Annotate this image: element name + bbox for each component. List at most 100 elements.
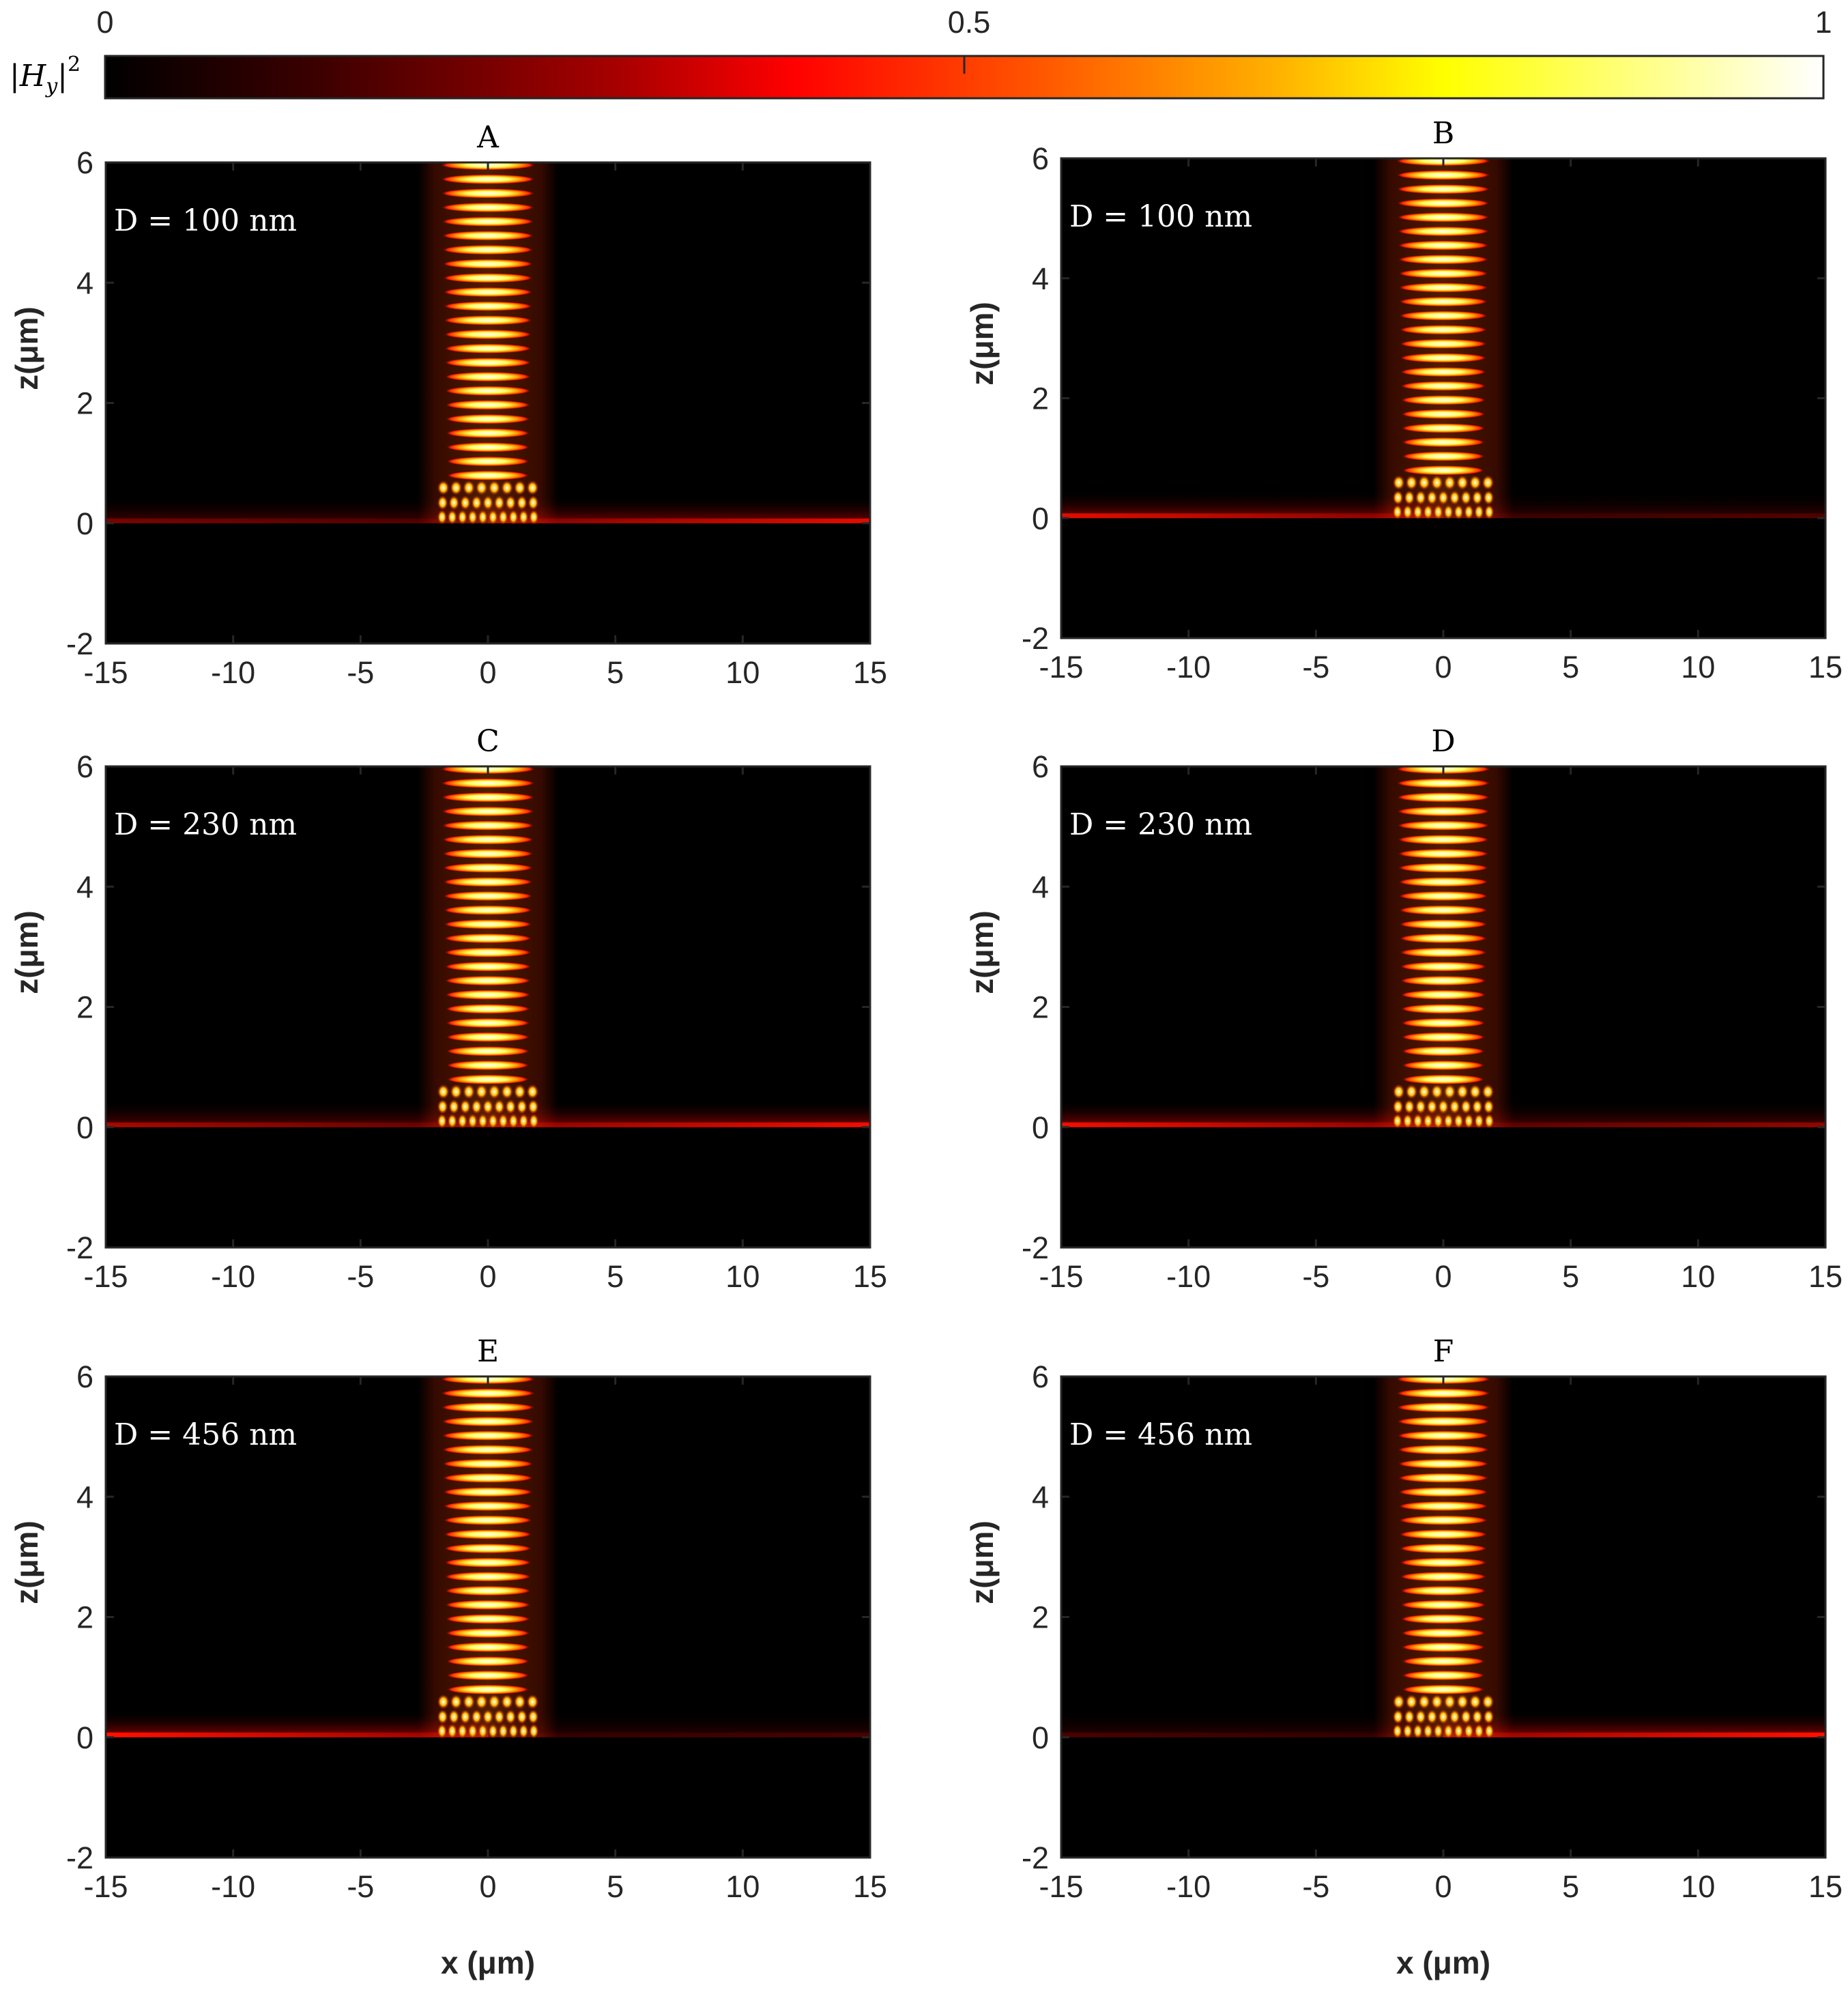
y-tick-label: 2: [76, 1600, 93, 1635]
interference-spot: [1392, 1723, 1402, 1739]
x-tick-label: -10: [1166, 1259, 1211, 1294]
interference-spot: [1449, 1709, 1460, 1724]
field-fringe: [1399, 297, 1488, 307]
x-tick-label: 0: [1434, 1869, 1452, 1904]
field-fringe: [1396, 170, 1490, 180]
interference-spot: [1464, 1723, 1474, 1739]
field-fringe: [1397, 1416, 1490, 1427]
x-tick-label: 0: [1434, 650, 1452, 684]
interference-spot: [1474, 1723, 1484, 1739]
heatmap-panel-F: -15 -10 -5 0 5 10 15 -2 0 2 4 6 F D = 456 nm z(μm) x (μ…: [964, 1334, 1843, 1980]
field-fringe: [1400, 1600, 1486, 1610]
heatmap-plot-area: [1061, 1376, 1825, 1858]
interference-spot: [475, 1084, 488, 1099]
interference-spot: [488, 509, 498, 525]
interference-spot: [1484, 1113, 1495, 1129]
interference-spot: [1474, 1113, 1484, 1129]
field-fringe: [441, 174, 535, 184]
interference-spot: [450, 480, 463, 495]
field-fringe: [444, 1515, 532, 1525]
x-tick-label: 0: [479, 655, 496, 690]
field-fringe: [447, 1074, 529, 1084]
interference-spot: [493, 1099, 505, 1114]
y-tick-label: 0: [76, 506, 93, 541]
interference-spot: [1413, 1113, 1423, 1129]
surface-wave-left: [1061, 1122, 1443, 1127]
field-fringe: [442, 806, 534, 817]
beam-envelope: [418, 162, 558, 523]
y-tick-label: 4: [1032, 1479, 1049, 1514]
interference-spot: [1415, 490, 1426, 506]
field-fringe: [1401, 1004, 1486, 1014]
thickness-annotation: D = 230 nm: [1069, 807, 1252, 842]
field-fringe: [1398, 1445, 1489, 1455]
surface-wave-right: [488, 1122, 870, 1127]
field-fringe: [445, 372, 531, 382]
interference-spot: [1426, 1709, 1438, 1724]
field-fringe: [441, 1388, 535, 1398]
x-tick-label: -5: [347, 655, 374, 690]
field-fringe: [1397, 212, 1490, 222]
x-tick-label: -15: [83, 655, 128, 690]
y-tick-label: 6: [76, 1359, 93, 1394]
field-fringe: [442, 820, 534, 831]
interference-spot: [1482, 1694, 1495, 1709]
x-tick-label: 5: [607, 655, 624, 690]
interference-spot: [437, 1694, 450, 1709]
interference-spot: [528, 1709, 539, 1724]
interference-spot: [1474, 504, 1484, 520]
interference-spot: [1430, 1694, 1443, 1709]
beam-envelope: [418, 766, 558, 1127]
y-tick-label: 4: [76, 869, 93, 904]
interference-spot: [1423, 1723, 1433, 1739]
field-fringe: [442, 188, 534, 199]
interference-spot: [1405, 475, 1418, 491]
field-fringe: [444, 343, 532, 353]
x-tick-label: 10: [725, 1259, 760, 1294]
interference-spot: [437, 1084, 450, 1099]
y-tick-label: 6: [1032, 141, 1049, 176]
interference-spot: [1483, 1709, 1495, 1724]
interference-spot: [437, 1709, 448, 1724]
x-tick-label: 10: [725, 1869, 760, 1904]
surface-wave-left: [106, 1732, 488, 1737]
interference-spot: [1471, 490, 1483, 506]
field-fringe: [446, 1060, 530, 1071]
field-fringe: [1398, 1458, 1489, 1469]
y-tick-label: 0: [1032, 1110, 1049, 1145]
interference-spot: [1392, 475, 1405, 491]
interference-spot: [493, 1709, 505, 1724]
interference-spot: [467, 509, 478, 525]
interference-spot: [1392, 1113, 1402, 1129]
field-fringe: [1398, 863, 1488, 873]
field-fringe: [443, 259, 533, 269]
colorbar-label: |Hy|2: [10, 53, 81, 98]
thickness-annotation: D = 456 nm: [1069, 1417, 1252, 1452]
field-fringe: [1398, 227, 1489, 237]
interference-spot: [437, 1099, 448, 1114]
interference-spot: [1484, 504, 1495, 520]
interference-spot: [513, 1084, 526, 1099]
interference-spot: [1426, 1099, 1438, 1114]
interference-spot: [437, 1723, 447, 1739]
thickness-annotation: D = 100 nm: [1069, 199, 1252, 234]
field-fringe: [445, 976, 531, 986]
heatmap-plot-area: [1061, 766, 1825, 1247]
x-tick-label: 0: [1434, 1259, 1452, 1294]
x-tick-label: -5: [1302, 650, 1329, 684]
interference-spot: [1449, 1099, 1460, 1114]
surface-wave-left: [106, 518, 488, 523]
field-fringe: [446, 1671, 530, 1681]
field-fringe: [1399, 905, 1488, 915]
field-fringe: [1398, 891, 1488, 901]
colorbar: 0 0.5 1 |Hy|2: [10, 5, 1832, 100]
interference-spot: [1464, 504, 1474, 520]
field-fringe: [444, 934, 532, 944]
interference-spot: [459, 1099, 471, 1114]
field-fringe: [442, 244, 534, 255]
field-fringe: [1398, 877, 1488, 887]
colorbar-tick-label: 0: [96, 5, 113, 40]
interference-spot: [1454, 1113, 1464, 1129]
interference-spot: [1443, 1113, 1454, 1129]
interference-spot: [1404, 1709, 1415, 1724]
